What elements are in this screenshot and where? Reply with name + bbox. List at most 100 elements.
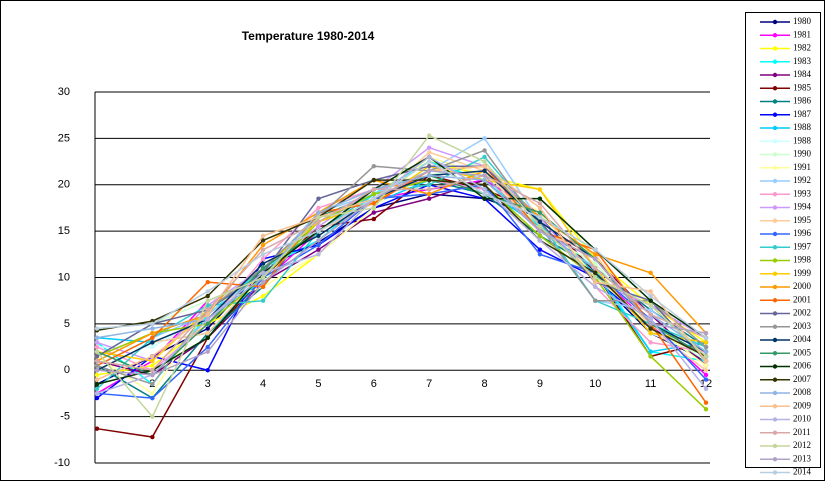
point-marker (150, 344, 155, 350)
point-marker (703, 344, 709, 350)
point-marker (260, 279, 266, 285)
point-marker (205, 298, 210, 303)
legend-marker (772, 33, 778, 38)
legend-label: 1997 (793, 241, 812, 251)
point-marker (94, 326, 100, 331)
point-marker (150, 326, 155, 331)
point-marker (703, 368, 709, 373)
point-marker (648, 349, 653, 354)
point-marker (260, 270, 266, 276)
legend-label: 2000 (793, 281, 812, 291)
point-marker (316, 247, 321, 252)
point-marker (648, 330, 653, 336)
point-marker (94, 377, 100, 382)
x-tick-label: 12 (700, 378, 712, 390)
legend-marker (772, 324, 778, 329)
x-tick-label: 4 (260, 378, 266, 390)
y-tick-label: 5 (64, 318, 70, 330)
legend-box (745, 12, 821, 468)
legend-label: 1993 (793, 188, 812, 198)
legend-marker (772, 139, 778, 144)
point-marker (482, 173, 487, 178)
x-tick-label: 11 (645, 378, 656, 390)
series-line (96, 156, 707, 395)
point-marker (593, 279, 598, 285)
y-tick-label: 0 (64, 364, 70, 376)
point-marker (260, 284, 266, 289)
point-marker (593, 284, 598, 289)
point-marker (150, 321, 155, 327)
legend-label: 2009 (793, 400, 812, 410)
point-marker (537, 201, 543, 206)
point-marker (205, 368, 210, 373)
point-marker (371, 196, 377, 201)
legend-marker (772, 457, 778, 462)
point-marker (648, 312, 653, 317)
legend-label: 1982 (793, 43, 811, 53)
legend-label: 2002 (793, 308, 811, 318)
point-marker (260, 256, 266, 262)
point-marker (648, 307, 653, 313)
legend-marker (772, 364, 778, 369)
point-marker (426, 164, 432, 169)
point-marker (316, 233, 321, 238)
point-marker (371, 210, 377, 215)
legend-label: 1996 (793, 228, 812, 238)
point-marker (260, 252, 266, 257)
point-marker (150, 372, 155, 378)
legend-label: 1984 (793, 69, 812, 79)
point-marker (205, 349, 210, 354)
point-marker (426, 173, 432, 178)
point-marker (703, 349, 709, 354)
point-marker (205, 312, 210, 317)
legend-label: 1991 (793, 162, 811, 172)
point-marker (316, 238, 321, 243)
point-marker (205, 289, 210, 294)
y-tick-label: 30 (58, 86, 70, 98)
point-marker (482, 196, 487, 201)
point-marker (94, 340, 100, 345)
point-marker (648, 326, 653, 331)
point-marker (94, 391, 100, 396)
x-tick-label: 7 (426, 378, 432, 390)
point-marker (703, 358, 709, 364)
legend-marker (772, 192, 778, 197)
point-marker (426, 159, 432, 164)
y-tick-label: -5 (60, 411, 70, 423)
point-marker (648, 270, 653, 276)
legend-marker (772, 165, 778, 170)
point-marker (593, 266, 598, 271)
point-marker (537, 187, 543, 192)
point-marker (593, 247, 598, 252)
x-tick-label: 3 (205, 378, 211, 390)
point-marker (260, 238, 266, 243)
legend-label: 2011 (793, 427, 811, 437)
legend-marker (772, 112, 778, 117)
point-marker (537, 205, 543, 211)
point-marker (150, 363, 155, 368)
point-marker (371, 177, 377, 183)
legend-marker (772, 231, 778, 237)
legend-marker (772, 99, 778, 104)
point-marker (371, 164, 377, 169)
point-marker (593, 270, 598, 276)
series-line (96, 134, 707, 418)
point-marker (482, 191, 487, 197)
legend-marker (772, 470, 778, 475)
point-marker (371, 216, 377, 222)
point-marker (205, 344, 210, 350)
point-marker (260, 247, 266, 252)
point-marker (150, 354, 155, 359)
legend-marker (772, 404, 778, 409)
point-marker (426, 145, 432, 150)
point-marker (703, 372, 709, 378)
y-tick-label: 25 (58, 132, 70, 144)
point-marker (482, 154, 487, 160)
point-marker (94, 372, 100, 378)
x-tick-label: 10 (589, 378, 601, 390)
legend-marker (772, 417, 778, 422)
point-marker (648, 298, 653, 303)
point-marker (482, 187, 487, 192)
point-marker (703, 377, 709, 382)
point-marker (150, 335, 155, 340)
